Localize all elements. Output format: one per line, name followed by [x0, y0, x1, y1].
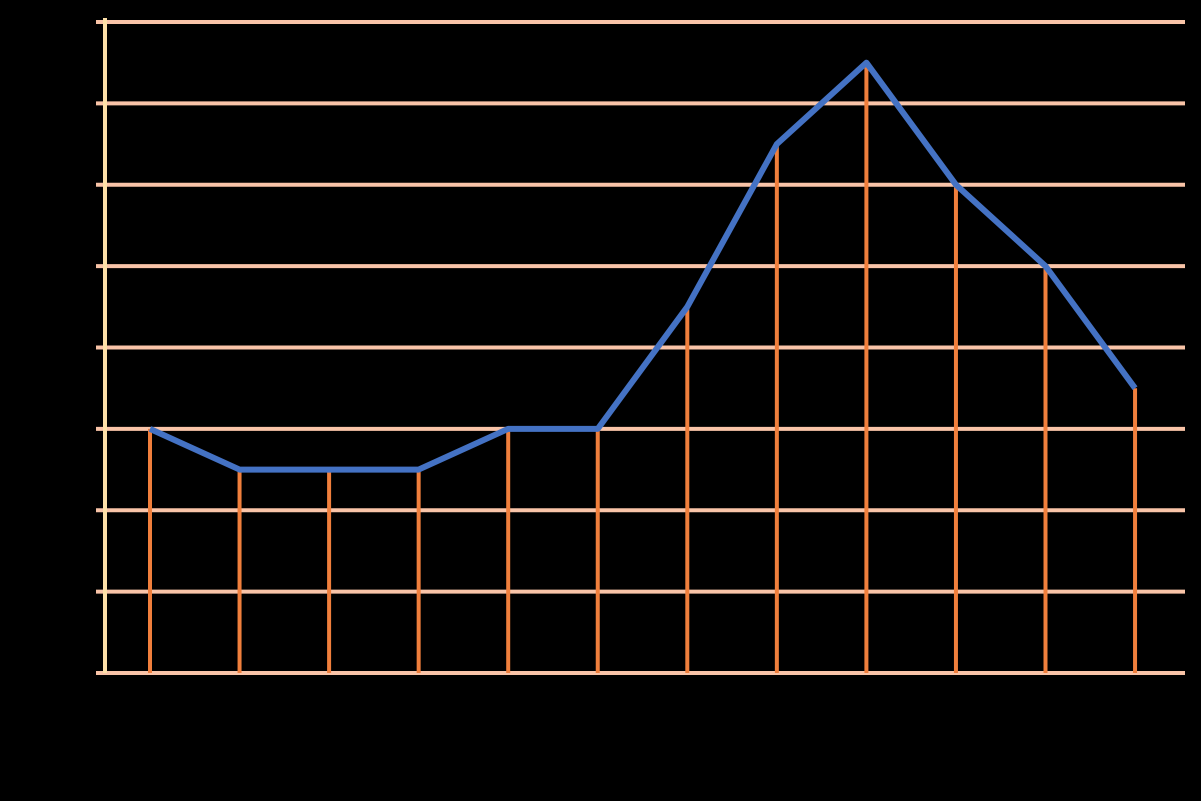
y-tick-label: 6	[85, 175, 93, 191]
y-tick-label: 1	[85, 582, 93, 598]
y-tick-label: 0	[85, 664, 93, 680]
y-tick-label: 8	[85, 13, 93, 29]
y-tick-label: 2	[85, 501, 93, 517]
series-line	[148, 59, 1138, 473]
y-tick-label: 7	[85, 94, 93, 110]
y-tick-label: 4	[85, 338, 93, 354]
y-tick-label: 3	[85, 420, 93, 436]
y-tick-label: 5	[85, 257, 93, 273]
